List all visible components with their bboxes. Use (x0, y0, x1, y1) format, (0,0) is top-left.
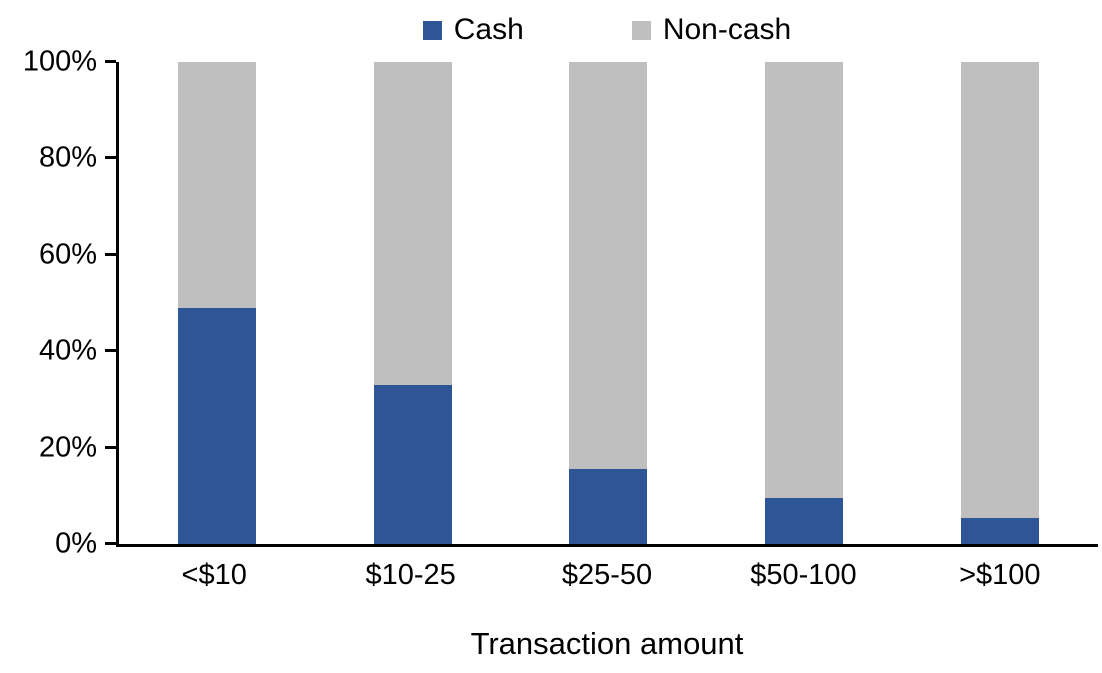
y-tick-mark-80 (105, 156, 116, 160)
legend-label-cash: Cash (453, 13, 524, 46)
bar-stack-100 (961, 62, 1040, 544)
bar-segment-cash-25-50 (569, 469, 648, 544)
bar-stack-50-100 (765, 62, 844, 544)
bar-stack-25-50 (569, 62, 648, 544)
bar-segment-non-cash-50-100 (765, 62, 844, 499)
y-tick-label-100: 100% (22, 45, 97, 78)
bar-slot-25-50 (511, 62, 707, 544)
y-tick-mark-60 (105, 252, 116, 256)
y-tick-mark-0 (105, 542, 116, 545)
plot-area (105, 60, 1098, 547)
bar-segment-cash-50-100 (765, 498, 844, 544)
y-tick-label-60: 60% (38, 238, 97, 271)
x-tick-label-10-25: $10-25 (365, 559, 456, 591)
bar-segment-non-cash-25-50 (569, 62, 648, 470)
y-tick-mark-40 (105, 349, 116, 353)
bars-group (119, 62, 1098, 544)
x-tick-label-50-100: $50-100 (750, 559, 857, 591)
bar-segment-cash-100 (961, 517, 1040, 544)
x-tick-label-10: <$10 (181, 559, 247, 591)
bar-segment-non-cash-10 (177, 62, 256, 308)
legend-item-non-cash: Non-cash (631, 13, 792, 46)
bar-slot-10-25 (315, 62, 511, 544)
y-axis-labels: 0% 20% 40% 60% 80% 100% (0, 47, 97, 558)
bar-stack-10-25 (373, 62, 452, 544)
y-tick-label-0: 0% (55, 527, 97, 560)
legend-item-cash: Cash (422, 13, 524, 46)
bar-slot-50-100 (706, 62, 902, 544)
bar-stack-10 (177, 62, 256, 544)
bar-segment-cash-10-25 (373, 384, 452, 544)
bar-segment-non-cash-10-25 (373, 62, 452, 385)
bar-slot-100 (902, 62, 1098, 544)
x-tick-label-100: >$100 (959, 559, 1041, 591)
legend-label-non-cash: Non-cash (662, 13, 792, 46)
x-axis-title: Transaction amount (470, 626, 744, 661)
y-tick-mark-20 (105, 445, 116, 449)
y-tick-label-20: 20% (38, 431, 97, 464)
y-tick-label-80: 80% (38, 141, 97, 174)
bar-slot-10 (119, 62, 315, 544)
x-axis-labels: <$10 $10-25 $25-50 $50-100 >$100 (116, 558, 1098, 593)
bar-segment-non-cash-100 (961, 62, 1040, 518)
x-tick-label-25-50: $25-50 (561, 559, 653, 591)
y-tick-mark-100 (105, 60, 116, 63)
legend: Cash Non-cash (116, 8, 1098, 52)
legend-swatch-non-cash-icon (631, 20, 651, 40)
y-tick-label-40: 40% (38, 334, 97, 367)
legend-swatch-cash-icon (422, 20, 442, 40)
bar-segment-cash-10 (177, 307, 256, 544)
